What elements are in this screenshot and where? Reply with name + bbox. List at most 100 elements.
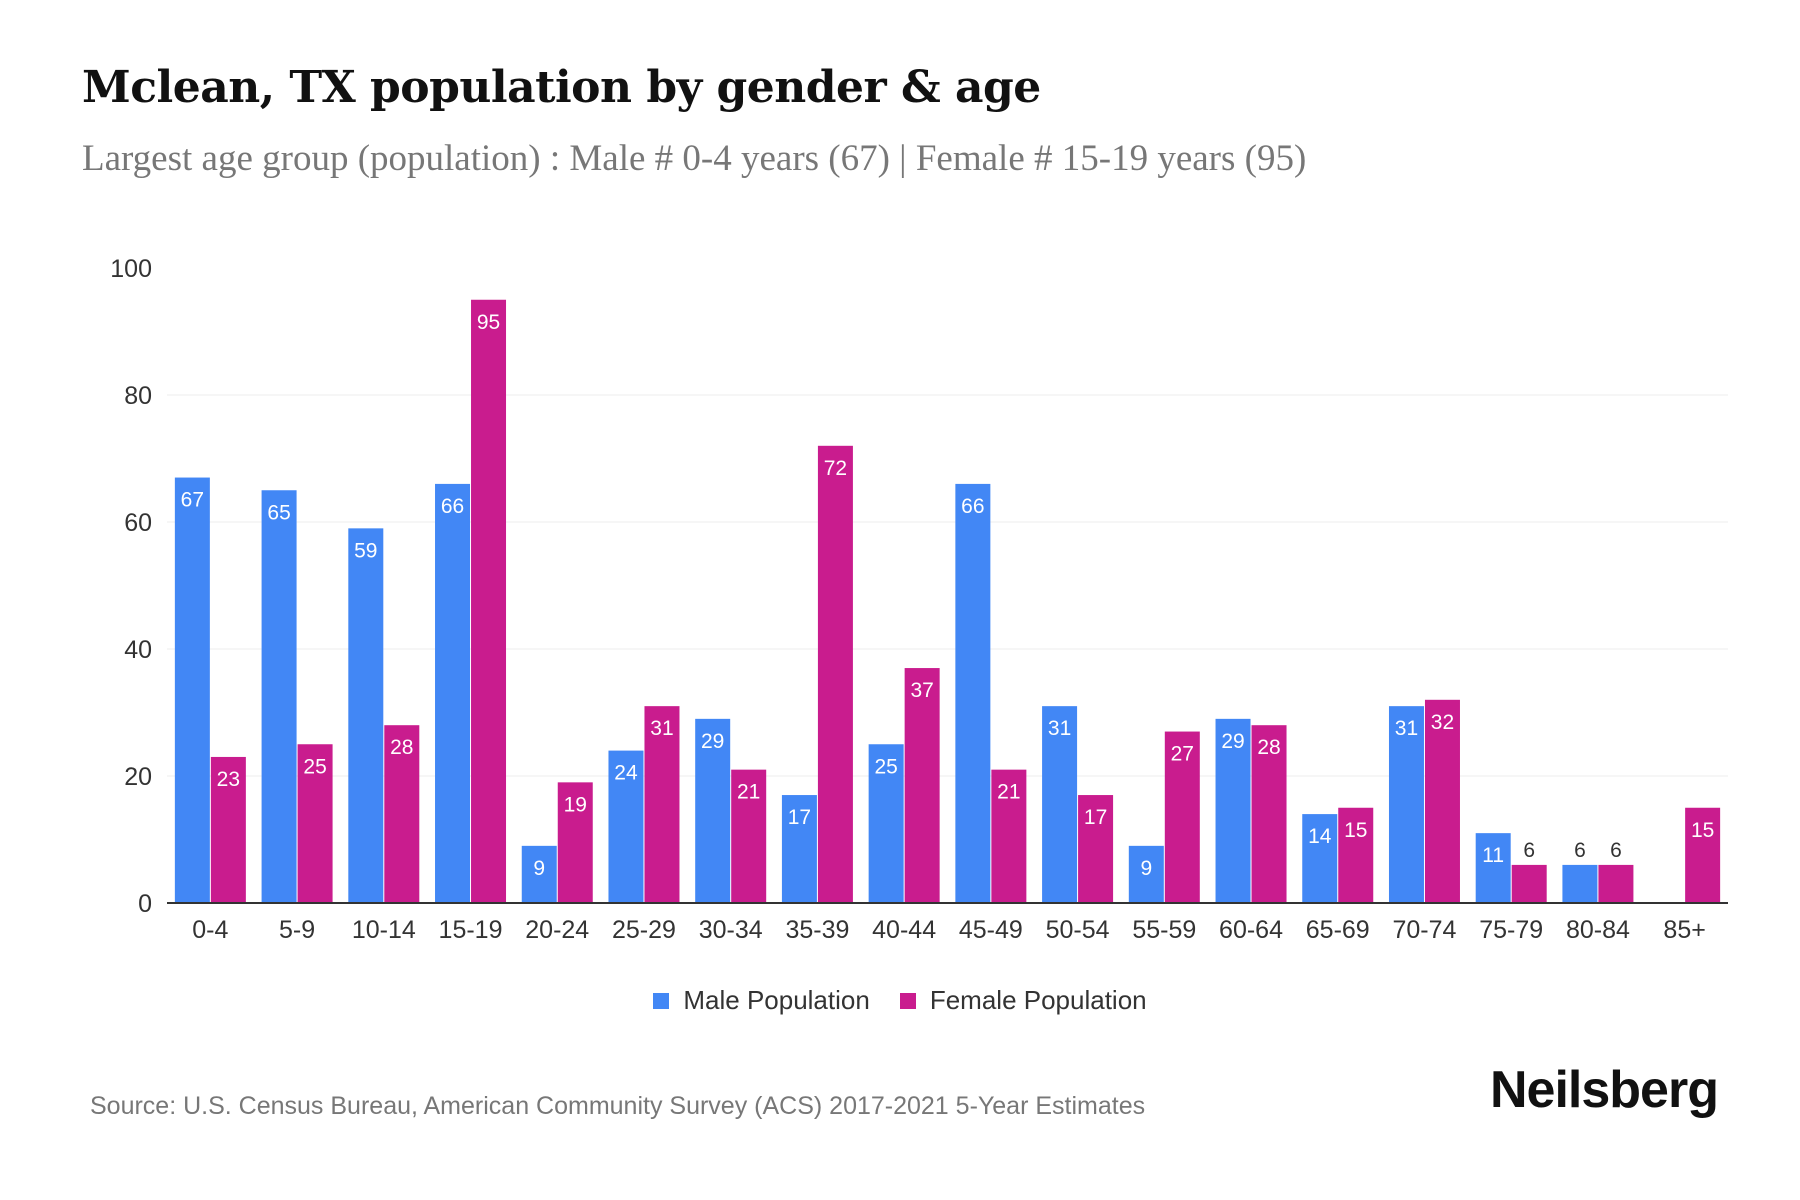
data-label: 32 [1431, 711, 1454, 734]
data-label: 65 [267, 501, 290, 524]
bar-male [435, 483, 471, 903]
data-label: 72 [824, 457, 847, 480]
bar-female [1078, 795, 1114, 903]
data-label: 95 [477, 311, 500, 334]
chart-title: Mclean, TX population by gender & age [82, 62, 1041, 113]
x-tick-label: 80-84 [1566, 916, 1630, 944]
data-label: 37 [910, 679, 933, 702]
bar-female [1424, 699, 1460, 903]
bar-male [1475, 833, 1511, 903]
x-tick-label: 70-74 [1392, 916, 1456, 944]
data-label: 23 [217, 768, 240, 791]
data-label: 31 [1395, 717, 1418, 740]
bar-female [384, 725, 420, 903]
x-tick-label: 25-29 [612, 916, 676, 944]
data-label: 66 [441, 495, 464, 518]
data-label: 9 [533, 857, 545, 880]
data-label: 28 [390, 736, 413, 759]
x-tick-label: 75-79 [1479, 916, 1543, 944]
data-label: 67 [181, 489, 204, 512]
data-label: 29 [1221, 730, 1244, 753]
data-label: 29 [701, 730, 724, 753]
x-tick-label: 5-9 [279, 916, 315, 944]
bar-female [1685, 807, 1721, 903]
source-note: Source: U.S. Census Bureau, American Com… [90, 1092, 1146, 1120]
data-label: 9 [1140, 857, 1152, 880]
bar-female [1338, 807, 1374, 903]
data-label: 19 [564, 793, 587, 816]
data-label: 27 [1171, 743, 1194, 766]
legend-item-female: Female Population [899, 985, 1147, 1016]
x-tick-label: 35-39 [785, 916, 849, 944]
bar-male [1128, 845, 1164, 903]
x-tick-label: 30-34 [699, 916, 763, 944]
data-label: 17 [1084, 806, 1107, 829]
y-tick-label: 60 [124, 509, 152, 537]
data-label: 31 [1048, 717, 1071, 740]
bar-female [991, 769, 1027, 903]
bar-male [1042, 706, 1078, 903]
x-tick-label: 0-4 [192, 916, 228, 944]
bar-female [904, 668, 940, 903]
bar-female [471, 299, 507, 903]
bar-female [1164, 731, 1200, 903]
bar-male [1302, 814, 1338, 903]
bar-female [731, 769, 767, 903]
bar-female [1598, 864, 1634, 903]
bar-male [261, 490, 297, 903]
bar-male [695, 718, 731, 903]
y-tick-label: 40 [124, 636, 152, 664]
bar-male [174, 477, 210, 903]
bar-male [1562, 864, 1598, 903]
data-label: 25 [303, 755, 326, 778]
data-label: 14 [1308, 825, 1332, 848]
data-label: 24 [614, 762, 638, 785]
y-tick-label: 20 [124, 763, 152, 791]
legend-swatch-male [653, 992, 670, 1009]
bar-male [1388, 706, 1424, 903]
bar-female [297, 744, 333, 903]
legend-swatch-female [899, 992, 916, 1009]
bar-female [210, 756, 246, 903]
bar-female [557, 782, 593, 903]
y-tick-label: 0 [138, 890, 152, 918]
data-label: 21 [997, 781, 1020, 804]
data-label: 6 [1523, 839, 1535, 862]
x-tick-label: 50-54 [1046, 916, 1110, 944]
bar-female [817, 445, 853, 903]
bar-female [1251, 725, 1287, 903]
bar-male [1215, 718, 1251, 903]
x-tick-label: 20-24 [525, 916, 589, 944]
data-label: 21 [737, 781, 760, 804]
x-tick-label: 45-49 [959, 916, 1023, 944]
bar-male [608, 750, 644, 903]
data-label: 17 [788, 806, 811, 829]
y-tick-label: 100 [110, 255, 152, 283]
data-label: 15 [1691, 819, 1714, 842]
legend: Male Population Female Population [0, 985, 1800, 1016]
data-label: 59 [354, 539, 377, 562]
x-tick-label: 55-59 [1132, 916, 1196, 944]
data-label: 25 [874, 755, 897, 778]
data-label: 6 [1574, 839, 1586, 862]
x-tick-label: 15-19 [439, 916, 503, 944]
data-label: 66 [961, 495, 984, 518]
x-tick-label: 40-44 [872, 916, 936, 944]
data-label: 6 [1610, 839, 1622, 862]
bar-female [1511, 864, 1547, 903]
bar-male [781, 795, 817, 903]
x-tick-label: 10-14 [352, 916, 416, 944]
x-tick-label: 85+ [1663, 916, 1705, 944]
bar-male [521, 845, 557, 903]
bar-female [644, 706, 680, 903]
legend-label-female: Female Population [929, 985, 1147, 1015]
x-tick-label: 60-64 [1219, 916, 1283, 944]
bar-male [868, 744, 904, 903]
data-label: 28 [1257, 736, 1280, 759]
legend-label-male: Male Population [683, 985, 870, 1015]
bar-male [955, 483, 991, 903]
data-label: 15 [1344, 819, 1367, 842]
data-label: 31 [650, 717, 673, 740]
bar-male [348, 528, 384, 903]
